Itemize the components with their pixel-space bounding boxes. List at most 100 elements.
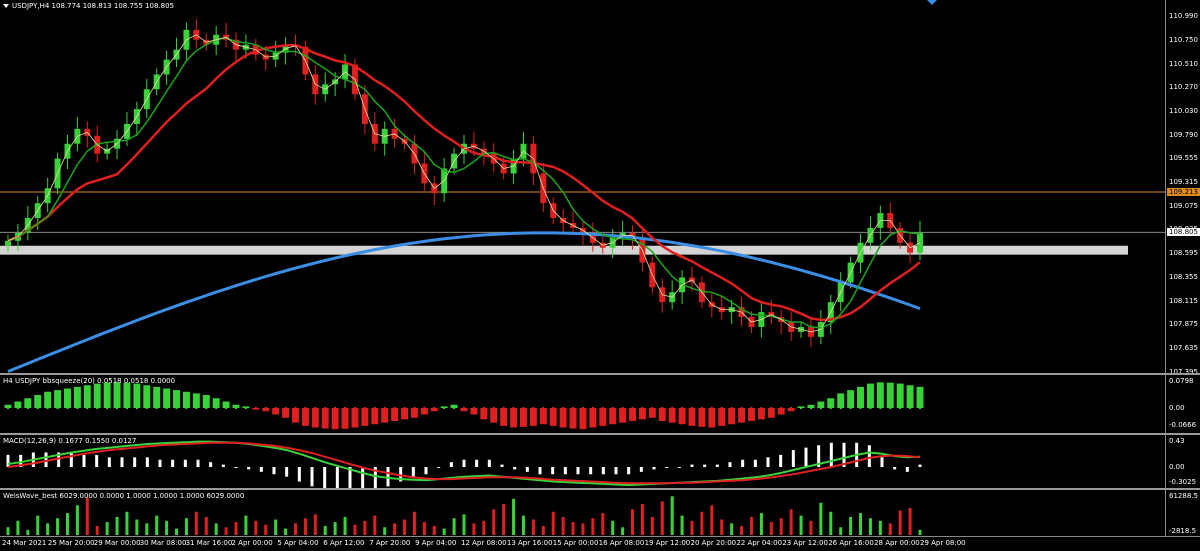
bbsqueeze-bar (163, 388, 171, 408)
macd-histogram-bar (310, 467, 314, 487)
weiswave-bar (36, 515, 40, 535)
weiswave-bar (849, 516, 853, 535)
bbsqueeze-dot (195, 407, 198, 409)
weiswave-bar (898, 510, 902, 535)
bbsqueeze-bar (44, 391, 52, 408)
bbsqueeze-bar (629, 408, 636, 421)
bbsqueeze-bar (619, 408, 627, 423)
bbsqueeze-bar (173, 390, 180, 408)
bbsqueeze-bar (589, 408, 597, 428)
candle (371, 112, 378, 152)
bbsqueeze-bar (698, 408, 706, 427)
time-axis-label: 5 Apr 04:00 (277, 539, 319, 547)
bbsqueeze-dot (492, 407, 495, 409)
macd-histogram-bar (703, 464, 707, 467)
candle (530, 136, 537, 186)
bbsqueeze-dot (225, 407, 228, 409)
weiswave-bar (868, 518, 872, 535)
weiswave-bar (264, 524, 268, 535)
macd-histogram-bar (652, 467, 656, 470)
weiswave-bar (125, 511, 129, 535)
macd-histogram-bar (411, 467, 415, 477)
bbsqueeze-dot (125, 407, 128, 409)
pane-separator[interactable] (0, 488, 1200, 490)
bbsqueeze-dot (899, 407, 902, 409)
bbsqueeze-bar (24, 398, 32, 408)
weiswave-axis-top: 61288.5 (1169, 492, 1198, 500)
candle (272, 40, 279, 67)
bbsqueeze-dot (215, 407, 218, 409)
bbsqueeze-dot (750, 407, 753, 409)
bbsqueeze-dot (542, 407, 545, 409)
bbsqueeze-bar (292, 408, 299, 423)
macd-histogram-bar (500, 464, 504, 467)
bbsqueeze-bar (133, 383, 141, 408)
candle (5, 234, 11, 252)
weiswave-bar (839, 527, 843, 535)
weiswave-bar (135, 519, 139, 535)
bbsqueeze-dot (809, 407, 812, 409)
weiswave-bar (631, 509, 635, 535)
macd-histogram-bar (272, 467, 276, 475)
weiswave-bar (363, 520, 367, 535)
candle (807, 318, 814, 348)
bbsqueeze-axis[interactable]: 0.0798 0.00 -0.0666 (1165, 375, 1200, 433)
weiswave-bar (432, 525, 436, 535)
bbsqueeze-dot (7, 407, 9, 409)
price-axis[interactable]: 110.990 110.750 110.510 110.270 110.030 109.7… (1165, 0, 1200, 376)
weiswave-bar (284, 528, 288, 535)
weiswave-bar (859, 513, 863, 535)
time-axis-label: 31 Mar 16:00 (185, 539, 233, 547)
one-click-trading-arrow-icon[interactable] (927, 0, 937, 5)
bbsqueeze-dot (106, 407, 109, 409)
macd-axis-zero: 0.00 (1169, 463, 1185, 471)
price-axis-label: 110.990 (1169, 12, 1198, 20)
weiswave-pane[interactable]: WeisWave_best 6029.0000 0.0000 1.0000 1.… (0, 490, 1165, 536)
macd-histogram-bar (437, 467, 441, 468)
pane-separator[interactable] (0, 433, 1200, 435)
collapse-triangle-icon[interactable] (3, 4, 9, 8)
bbsqueeze-bar (371, 408, 379, 425)
bbsqueeze-bar (153, 386, 161, 408)
weiswave-bar (531, 519, 535, 535)
macd-histogram-bar (171, 459, 175, 467)
weiswave-axis[interactable]: 61288.5 -2818.5 (1165, 490, 1200, 536)
price-axis-label: 110.270 (1169, 83, 1198, 92)
pane-separator[interactable] (0, 373, 1200, 375)
bbsqueeze-bar (113, 382, 121, 408)
bbsqueeze-histogram (4, 382, 924, 430)
weiswave-bar (244, 515, 248, 535)
weiswave-bar (184, 518, 188, 535)
time-axis-label: 26 Apr 16:00 (828, 539, 874, 547)
weiswave-bar (323, 525, 327, 535)
bbsqueeze-dot (730, 407, 733, 409)
bbsqueeze-bar (391, 408, 399, 421)
bbsqueeze-dot (651, 407, 654, 409)
macd-pane[interactable]: MACD(12,26,9) 0.1677 0.1550 0.0127 (0, 435, 1165, 488)
weiswave-bar (16, 520, 20, 535)
bbsqueeze-bar (906, 385, 914, 408)
price-pane[interactable]: USDJPY,H4 108.774 108.813 108.755 108.80… (0, 0, 1165, 374)
bbsqueeze-bar (4, 404, 12, 408)
bbsqueeze-bar (559, 408, 567, 428)
bbsqueeze-bar (916, 386, 924, 408)
bbsqueeze-dot (235, 407, 237, 409)
weiswave-bar (740, 525, 744, 535)
bbsqueeze-dot (155, 407, 158, 409)
bbsqueeze-dot (522, 407, 525, 409)
macd-histogram-bar (513, 467, 517, 470)
bbsqueeze-pane[interactable]: H4 USDJPY bbsqueeze(20) 0.0518 0.0518 0.… (0, 375, 1165, 433)
candlestick-chart[interactable] (0, 0, 1165, 374)
bbsqueeze-dot (879, 407, 882, 409)
bbsqueeze-bar (648, 408, 656, 418)
candle (24, 206, 31, 241)
macd-axis[interactable]: 0.43 0.00 -0.3025 (1165, 435, 1200, 488)
weiswave-bar (403, 519, 407, 535)
candle (778, 309, 785, 334)
weiswave-bar (393, 523, 397, 535)
bbsqueeze-dot (691, 407, 693, 409)
weiswave-bar (779, 518, 783, 535)
candle (342, 54, 349, 89)
ma-slow-line (7, 231, 921, 373)
time-axis[interactable]: 24 Mar 2021 25 Mar 20:00 29 Mar 00:00 30 Ma… (0, 536, 1200, 551)
